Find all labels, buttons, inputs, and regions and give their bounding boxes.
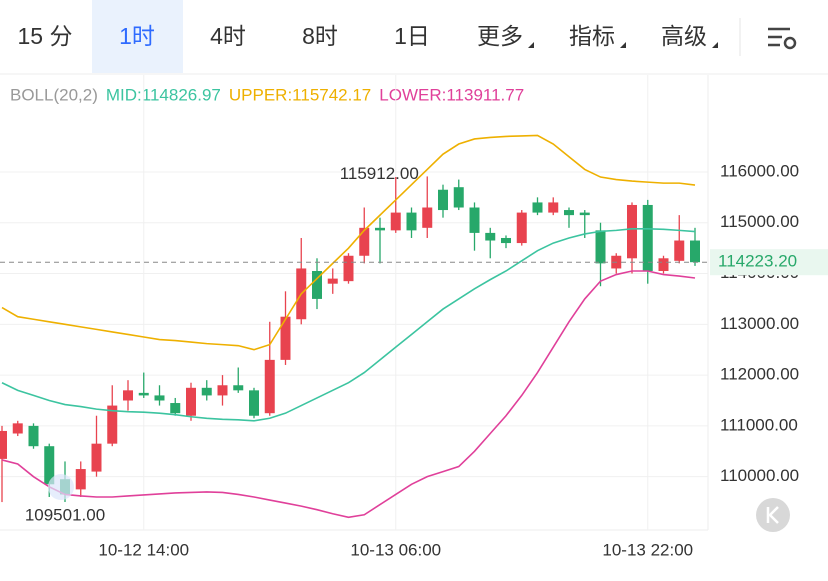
candle-body bbox=[327, 278, 338, 284]
tab-active-bg bbox=[92, 0, 183, 73]
settings-icon[interactable] bbox=[768, 27, 797, 50]
y-tick-label: 111000.00 bbox=[720, 415, 798, 434]
tab[interactable]: 4时 bbox=[210, 23, 246, 49]
candle-body bbox=[75, 469, 86, 490]
candle-body bbox=[217, 385, 228, 396]
dropdown-arrow bbox=[528, 42, 534, 48]
candle-body bbox=[44, 446, 55, 485]
legend-entry: MID:114826.97 bbox=[106, 85, 221, 104]
candle-body bbox=[359, 227, 370, 256]
tab[interactable]: 8时 bbox=[302, 23, 338, 49]
boll-line bbox=[1, 270, 696, 519]
legend-entry: LOWER:113911.77 bbox=[379, 85, 524, 104]
candle-body bbox=[312, 270, 322, 299]
y-tick-label: 112000.00 bbox=[720, 365, 799, 384]
legend-entry: UPPER:115742.17 bbox=[229, 85, 371, 104]
candle-body bbox=[564, 210, 574, 216]
boll-line bbox=[1, 228, 696, 422]
candle-body bbox=[579, 212, 590, 216]
candle-body bbox=[107, 405, 118, 444]
dropdown-arrow bbox=[620, 42, 626, 48]
candle-body bbox=[0, 430, 7, 459]
x-tick-label: 10-12 14:00 bbox=[98, 540, 189, 559]
candle-body bbox=[627, 204, 637, 259]
candle-body bbox=[123, 390, 133, 401]
candle-body bbox=[532, 202, 543, 213]
candle-body bbox=[674, 240, 685, 261]
candle-body bbox=[658, 258, 669, 271]
y-tick-label: 115000.00 bbox=[720, 212, 799, 231]
low-marker bbox=[48, 474, 74, 501]
tab[interactable]: 高级 bbox=[661, 23, 707, 49]
last-price-label: 114223.20 bbox=[718, 252, 797, 271]
candle-body bbox=[485, 232, 496, 241]
x-tick-label: 10-13 22:00 bbox=[602, 540, 693, 559]
boll-line bbox=[1, 134, 696, 351]
candle-body bbox=[343, 255, 354, 282]
last-price-badge bbox=[710, 249, 828, 276]
candle-body bbox=[642, 204, 653, 271]
candle-body bbox=[138, 392, 149, 396]
candle-body bbox=[186, 387, 196, 416]
price-annotation: 109501.00 bbox=[25, 506, 105, 525]
tab[interactable]: 15 分 bbox=[18, 23, 73, 49]
dropdown-arrow bbox=[712, 42, 718, 48]
candle-body bbox=[516, 212, 527, 244]
candle-body bbox=[422, 207, 433, 228]
tab[interactable]: 更多 bbox=[477, 23, 523, 49]
candle-body bbox=[264, 359, 275, 414]
indicator-label: BOLL(20,2) bbox=[10, 85, 98, 104]
candle-body bbox=[548, 202, 559, 213]
candle-body bbox=[12, 423, 23, 434]
collapse-button[interactable] bbox=[756, 498, 790, 532]
candle-body bbox=[28, 425, 39, 447]
x-tick-label: 10-13 06:00 bbox=[350, 540, 441, 559]
tab[interactable]: 1日 bbox=[394, 23, 430, 49]
candle-body bbox=[406, 212, 417, 231]
candle-body bbox=[438, 189, 448, 211]
tab[interactable]: 指标 bbox=[569, 23, 615, 49]
candle-body bbox=[375, 227, 385, 231]
y-tick-label: 113000.00 bbox=[720, 314, 799, 333]
candle-body bbox=[91, 443, 102, 472]
candle-body bbox=[154, 395, 165, 401]
candle-body bbox=[280, 316, 291, 360]
y-tick-label: 110000.00 bbox=[720, 466, 799, 485]
candle-body bbox=[233, 385, 244, 391]
candle-body bbox=[249, 390, 259, 416]
tab[interactable]: 1时 bbox=[119, 23, 155, 49]
y-tick-label: 116000.00 bbox=[720, 161, 799, 180]
candle-body bbox=[390, 212, 401, 231]
candle-body bbox=[170, 403, 181, 414]
candle-body bbox=[453, 187, 464, 208]
candle-body bbox=[595, 230, 606, 264]
price-annotation: 115912.00 bbox=[340, 164, 419, 183]
candle-body bbox=[501, 237, 511, 244]
candle-body bbox=[469, 207, 480, 233]
candle-body bbox=[690, 240, 700, 263]
candle-body bbox=[201, 387, 212, 396]
